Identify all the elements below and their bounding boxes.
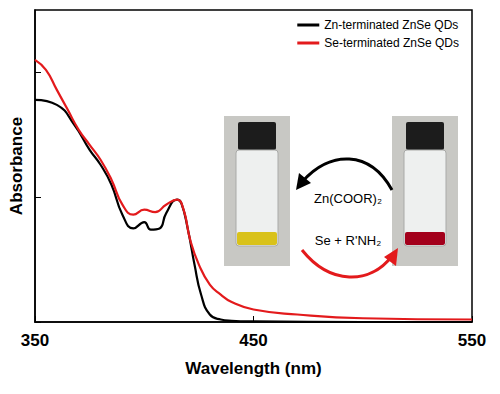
svg-text:Zn(COOR)₂: Zn(COOR)₂ bbox=[314, 191, 382, 206]
svg-text:350: 350 bbox=[21, 331, 49, 350]
svg-text:450: 450 bbox=[239, 331, 267, 350]
svg-text:Wavelength (nm): Wavelength (nm) bbox=[185, 359, 321, 378]
svg-text:Zn-terminated ZnSe QDs: Zn-terminated ZnSe QDs bbox=[324, 18, 458, 32]
svg-text:550: 550 bbox=[458, 331, 486, 350]
svg-text:Absorbance: Absorbance bbox=[7, 117, 26, 215]
svg-text:Se + R'NH₂: Se + R'NH₂ bbox=[315, 233, 381, 248]
svg-text:Se-terminated ZnSe QDs: Se-terminated ZnSe QDs bbox=[324, 36, 459, 50]
